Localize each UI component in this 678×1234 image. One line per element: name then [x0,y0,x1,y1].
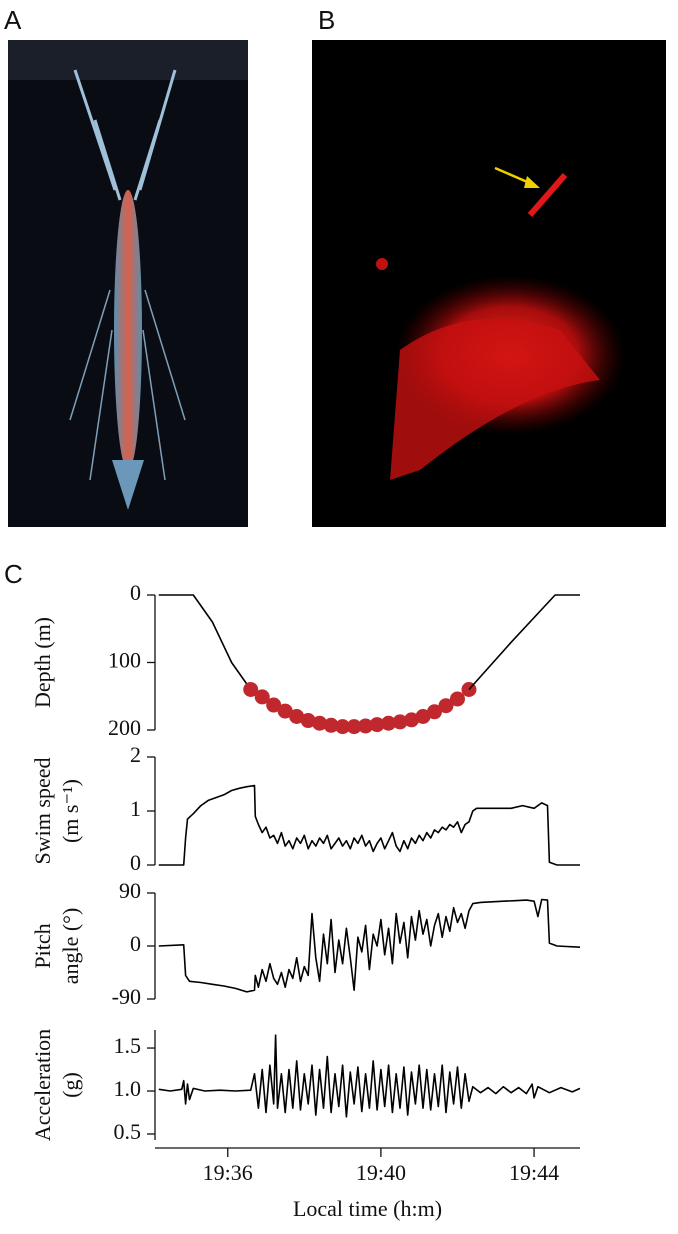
data-point [427,704,443,720]
data-point [300,713,316,729]
x-tick-label: 19:40 [356,1160,406,1185]
y-tick-label: 1 [130,796,141,821]
x-tick-label: 19:44 [509,1160,559,1185]
data-line [468,594,580,691]
data-line [158,594,252,690]
data-point [346,719,362,735]
data-point [254,689,270,705]
data-point [323,717,339,733]
data-point [289,709,305,724]
panel-label: C [4,559,23,589]
y-axis-label: Pitch [30,923,55,968]
data-point [277,703,293,719]
y-axis-label: Swim speed [30,758,55,865]
photo-b [312,40,666,527]
data-point [381,715,397,731]
data-point [449,691,465,707]
data-point [404,712,420,728]
x-tick-label: 19:36 [203,1160,253,1185]
y-axis-label: angle (°) [58,908,83,985]
y-tick-label: 0.5 [114,1119,142,1144]
data-point [369,717,385,733]
y-tick-label: -90 [112,984,141,1009]
y-tick-label: 100 [108,648,141,673]
data-point [438,698,454,714]
panel-label: A [4,5,22,35]
y-tick-label: 1.0 [114,1076,142,1101]
data-point [392,714,408,730]
data-line [158,1034,581,1118]
y-axis-label: (g) [58,1072,83,1098]
y-tick-label: 1.5 [114,1033,142,1058]
data-point [243,682,259,697]
data-line [158,898,581,993]
y-tick-label: 0 [130,931,141,956]
data-point [358,718,374,734]
y-tick-label: 90 [119,878,141,903]
y-axis-label: (m s⁻¹) [58,779,83,843]
y-axis-label: Acceleration [30,1029,55,1141]
y-tick-label: 200 [108,715,141,740]
data-point [266,697,282,713]
panel-label: B [318,5,335,35]
y-tick-label: 0 [130,850,141,875]
data-point [335,719,351,735]
photo-a [8,40,248,527]
y-axis-label: Depth (m) [30,617,55,708]
y-tick-label: 2 [130,742,141,767]
data-line [158,784,580,866]
y-tick-label: 0 [130,580,141,605]
x-axis-label: Local time (h:m) [293,1196,442,1221]
data-point [415,709,431,724]
data-point [312,715,328,731]
